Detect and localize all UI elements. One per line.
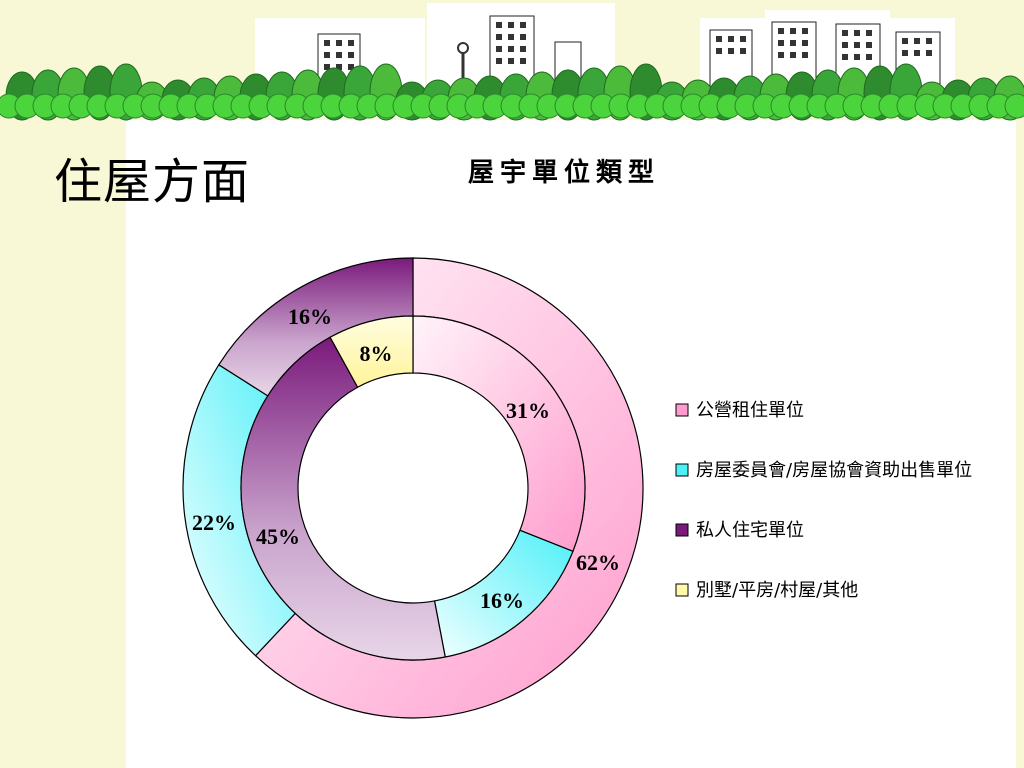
inner-slice-2 [240, 336, 446, 661]
legend-swatch-1 [675, 463, 689, 477]
outer-label-0: 62% [576, 550, 620, 575]
legend-label-2: 私人住宅單位 [696, 520, 804, 541]
tree-row [0, 63, 1024, 121]
chart-title: 屋宇單位類型 [468, 158, 661, 188]
legend-swatch-0 [675, 403, 689, 417]
donut-rings [182, 257, 644, 719]
legend-swatch-2 [675, 523, 689, 537]
city-banner [0, 3, 1024, 121]
legend-label-0: 公營租住單位 [696, 400, 804, 421]
legend-label-1: 房屋委員會/房屋協會資助出售單位 [696, 460, 972, 481]
inner-label-2: 45% [256, 524, 300, 549]
legend-swatch-3 [675, 583, 689, 597]
inner-label-3: 8% [360, 341, 393, 366]
inner-label-0: 31% [506, 398, 550, 423]
legend-label-3: 別墅/平房/村屋/其他 [696, 580, 858, 601]
outer-label-2: 16% [288, 304, 332, 329]
donut-labels: 62% 22% 16% 31% 16% 45% 8% [192, 304, 620, 613]
outer-label-1: 22% [192, 510, 236, 535]
slide-title: 住屋方面 [54, 154, 251, 210]
inner-label-1: 16% [480, 588, 524, 613]
inner-slice-3 [329, 315, 414, 389]
inner-slice-0 [412, 315, 586, 553]
